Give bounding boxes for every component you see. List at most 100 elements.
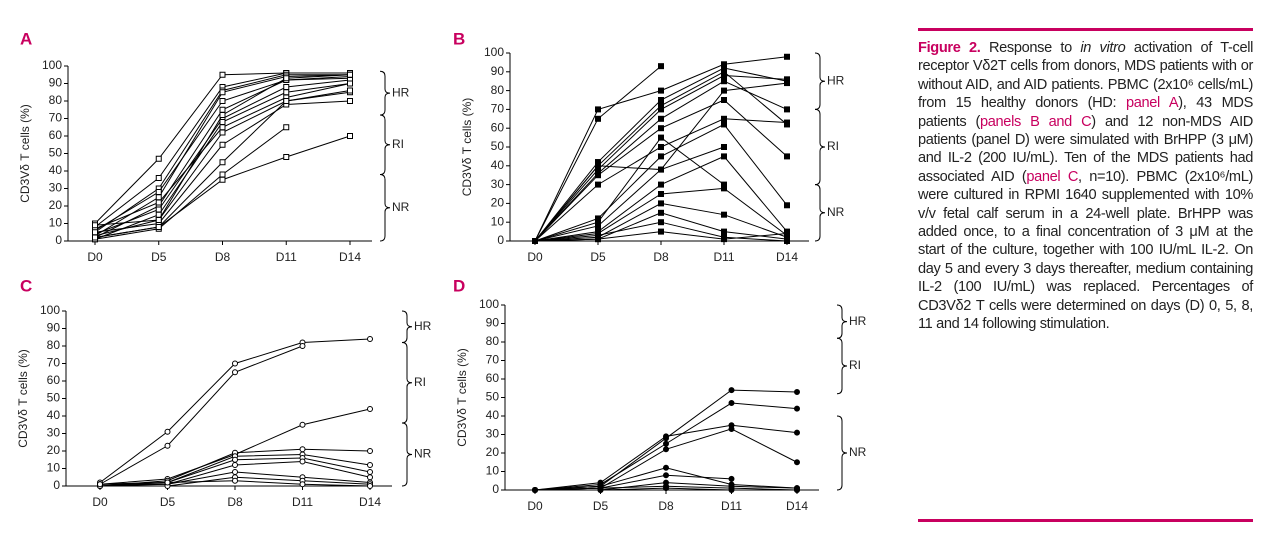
data-point: [721, 144, 727, 150]
data-point: [595, 162, 601, 169]
y-tick-label: 10: [486, 464, 500, 478]
data-point: [532, 238, 538, 244]
data-point: [784, 202, 790, 209]
series-line: [534, 136, 725, 242]
data-point: [97, 481, 103, 488]
bracket-label: NR: [414, 447, 432, 461]
bracket-label: NR: [827, 205, 845, 219]
data-point: [784, 106, 790, 113]
data-point: [347, 80, 353, 87]
y-tick-label: 80: [47, 338, 61, 352]
data-point: [663, 472, 669, 479]
response-bracket: [836, 337, 848, 395]
data-point: [347, 87, 353, 94]
panel-label: C: [20, 276, 32, 295]
x-tick-label: D11: [292, 495, 313, 509]
x-tick-label: D11: [276, 250, 297, 264]
data-point: [219, 129, 226, 136]
data-point: [232, 469, 238, 475]
y-tick-label: 30: [486, 427, 500, 441]
data-point: [721, 181, 727, 188]
y-tick-label: 70: [49, 111, 63, 125]
y-tick-label: 30: [491, 177, 505, 191]
data-point: [367, 483, 373, 489]
y-tick-label: 60: [49, 128, 63, 142]
bracket-label: HR: [827, 73, 845, 87]
data-point: [658, 87, 664, 94]
data-point: [347, 133, 353, 139]
y-tick-label: 30: [47, 426, 61, 440]
x-tick-label: D0: [92, 495, 108, 509]
data-point: [658, 125, 664, 132]
data-point: [658, 166, 664, 173]
response-bracket: [379, 114, 391, 175]
y-tick-label: 100: [484, 45, 504, 59]
y-tick-label: 0: [492, 482, 499, 496]
data-point: [532, 487, 538, 493]
y-tick-label: 90: [47, 321, 61, 335]
data-point: [721, 153, 727, 160]
bracket-label: RI: [827, 139, 839, 153]
x-tick-label: D5: [593, 499, 609, 513]
data-point: [155, 206, 162, 213]
response-bracket: [814, 184, 826, 242]
data-point: [658, 115, 664, 122]
data-point: [728, 487, 735, 493]
x-tick-label: D11: [721, 499, 742, 513]
figure: A CD3Vδ T cells (%) 0 10 20 30 40 50 60 70 80 90 100…: [16, 29, 866, 513]
caption-text: in vitro: [1080, 40, 1126, 56]
data-point: [784, 153, 790, 160]
data-point: [232, 360, 238, 367]
bracket-label: RI: [849, 358, 861, 372]
data-point: [367, 462, 373, 468]
series-line: [534, 146, 725, 242]
data-point: [283, 89, 290, 96]
data-point: [219, 171, 226, 178]
caption-text: ) and 12 non-MDS AID patients (panel D) …: [918, 113, 1253, 185]
data-point: [663, 446, 669, 453]
data-point: [728, 400, 735, 407]
data-point: [219, 89, 226, 96]
data-point: [367, 474, 373, 481]
y-axis-label: CD3Vδ T cells (%): [455, 348, 469, 446]
x-tick-label: D0: [527, 499, 543, 513]
y-tick-label: 20: [491, 196, 505, 210]
y-tick-label: 50: [47, 391, 61, 405]
data-point: [232, 456, 238, 463]
y-tick-label: 50: [486, 390, 500, 404]
data-point: [794, 388, 800, 395]
y-tick-label: 50: [491, 139, 505, 153]
data-point: [728, 387, 735, 394]
data-point: [721, 78, 727, 85]
y-tick-label: 70: [486, 353, 500, 367]
x-tick-label: D8: [215, 250, 231, 264]
caption-text: activation of T-cell receptor Vδ2T cells…: [918, 40, 1253, 112]
data-point: [663, 485, 669, 492]
data-point: [219, 141, 226, 148]
series-line: [99, 345, 303, 485]
response-bracket: [401, 310, 413, 343]
y-tick-label: 20: [486, 445, 500, 459]
data-point: [92, 234, 98, 241]
data-point: [658, 181, 664, 188]
data-point: [219, 119, 226, 125]
data-point: [721, 87, 727, 94]
y-tick-label: 40: [49, 163, 63, 177]
y-tick-label: 100: [42, 58, 62, 72]
data-point: [784, 230, 790, 237]
x-tick-label: D14: [786, 499, 808, 513]
response-bracket: [401, 342, 413, 424]
x-tick-label: D14: [776, 250, 798, 264]
x-tick-label: D14: [339, 250, 361, 264]
data-point: [219, 71, 226, 78]
y-tick-label: 20: [47, 443, 61, 457]
caption-text: panel A: [1125, 95, 1179, 112]
panel-label: A: [20, 29, 32, 48]
x-tick-label: D14: [359, 495, 381, 509]
data-point: [164, 442, 171, 449]
data-point: [367, 406, 373, 412]
data-point: [721, 236, 727, 243]
x-tick-label: D8: [658, 499, 674, 513]
data-point: [794, 405, 800, 412]
data-point: [658, 106, 664, 113]
